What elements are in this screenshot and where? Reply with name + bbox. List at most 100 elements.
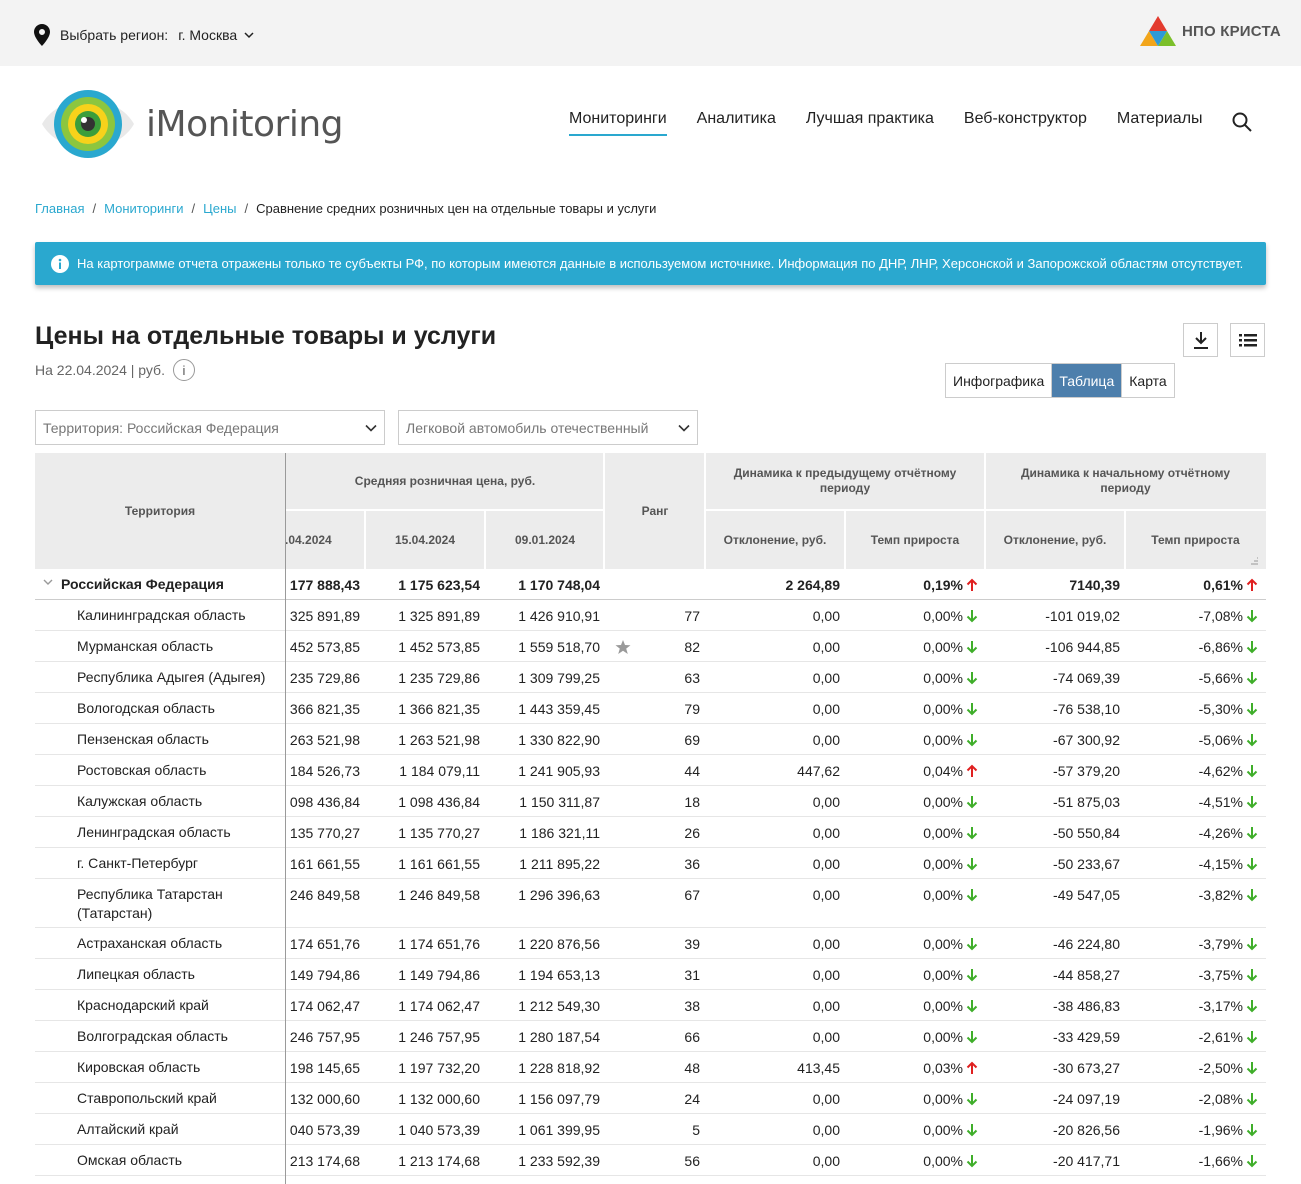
product-select[interactable]: Легковой автомобиль отечественный [398,410,698,445]
location-pin-icon [34,24,50,46]
cell-rank: 44 [684,763,700,779]
table-row[interactable]: Калининградская область 325 891,89 1 325 8… [35,600,1266,631]
table-row[interactable]: Ставропольский край 132 000,60 1 132 000,6… [35,1083,1266,1114]
cell-value: -5,30% [1198,701,1243,717]
header-date-1[interactable]: .04.2024 [285,532,332,547]
frozen-column-divider[interactable] [285,453,286,1184]
header-date-2[interactable]: 15.04.2024 [394,532,456,547]
row-values: 184 526,73 1 184 079,11 1 241 905,93 44 447,… [286,755,1266,786]
header-rate-start[interactable]: Темп прироста [1151,532,1240,547]
table-row[interactable]: Республика Татарстан (Татарстан) 246 849,… [35,879,1266,928]
cell-value: 66 [684,1029,700,1045]
arrow-up-icon [1246,578,1258,591]
table-row[interactable]: Мурманская область 452 573,85 1 452 573,85… [35,631,1266,662]
tab-table[interactable]: Таблица [1052,364,1123,397]
arrow-down-icon [966,1031,978,1044]
territory-name: Липецкая область [77,966,195,982]
cell-dev1: 0,00 [813,732,840,748]
breadcrumb-prices[interactable]: Цены [203,201,237,216]
table-row[interactable]: Ленинградская область 135 770,27 1 135 770… [35,817,1266,848]
cell-value: 1 197 732,20 [398,1060,480,1076]
cell-value: 0,00% [923,1091,963,1107]
table-row-total[interactable]: Российская Федерация 177 888,43 1 175 623,… [35,569,1266,600]
header-dev-prev[interactable]: Отклонение, руб. [723,532,827,547]
header-territory[interactable]: Территория [124,503,196,518]
table-row[interactable]: Пензенская область 263 521,98 1 263 521,98… [35,724,1266,755]
search-icon[interactable] [1232,112,1252,132]
cell-value: 1 156 097,79 [518,1091,600,1107]
breadcrumb-monitorings[interactable]: Мониторинги [104,201,184,216]
table-row[interactable]: Омская область 213 174,68 1 213 174,68 1 23… [35,1145,1266,1176]
nav-materials[interactable]: Материалы [1116,110,1203,127]
arrow-down-icon [966,1124,978,1137]
menu-button[interactable] [1230,323,1265,357]
territory-name: г. Санкт-Петербург [77,855,198,871]
table-row[interactable]: Ростовская область 184 526,73 1 184 079,11… [35,755,1266,786]
cell-value: 0,00 [812,794,840,810]
cell-rate1: 0,00% [923,1153,978,1169]
territory-select[interactable]: Территория: Российская Федерация [35,410,385,445]
cell-value: -44 858,27 [1053,967,1120,983]
tab-infographic[interactable]: Инфографика [946,364,1053,397]
table-row[interactable]: Республика Адыгея (Адыгея) 235 729,86 1 23… [35,662,1266,693]
cell-value: 177 888,43 [289,577,360,593]
arrow-up-icon [966,1061,978,1074]
header-rate-prev[interactable]: Темп прироста [870,532,960,547]
arrow-down-icon [966,938,978,951]
download-icon [1193,332,1208,349]
cell-d2: 1 135 770,27 [398,825,480,841]
cell-value: 39 [684,936,700,952]
cell-d1: 135 770,27 [290,825,360,841]
row-values: 177 888,43 1 175 623,54 1 170 748,04 2 264,… [286,569,1266,600]
tab-map[interactable]: Карта [1129,372,1167,389]
table-row[interactable]: Астраханская область 174 651,76 1 174 651,… [35,928,1266,959]
cell-d1: 040 573,39 [290,1122,360,1138]
cell-value: -3,82% [1198,887,1243,903]
header-avg-price: Средняя розничная цена, руб. [354,473,536,488]
table-row[interactable]: Волгоградская область 246 757,95 1 246 757… [35,1021,1266,1052]
cell-d2: 1 174 062,47 [398,998,480,1014]
row-values: 161 661,55 1 161 661,55 1 211 895,22 36 0,00… [286,848,1266,879]
table-row[interactable]: Липецкая область 149 794,86 1 149 794,86 1 … [35,959,1266,990]
arrow-up-icon [966,764,978,777]
cell-value: 0,00% [923,887,963,903]
nav-analytics[interactable]: Аналитика [696,110,776,127]
info-circle-icon[interactable]: i [172,359,195,381]
nav-monitorings[interactable]: Мониторинги [569,110,667,136]
npo-krista-logo[interactable]: НПО КРИСТА [1140,14,1281,48]
cell-value: 36 [684,856,700,872]
arrow-down-icon [1246,1000,1258,1013]
nav-best-practice[interactable]: Лучшая практика [805,110,934,127]
arrow-down-icon [1246,641,1258,654]
table-row[interactable]: Краснодарский край 174 062,47 1 174 062,47… [35,990,1266,1021]
header-dev-start[interactable]: Отклонение, руб. [1003,532,1107,547]
table-row[interactable]: Вологодская область 366 821,35 1 366 821,3… [35,693,1266,724]
header-date-3[interactable]: 09.01.2024 [514,532,576,547]
region-value[interactable]: г. Москва [178,27,238,43]
collapse-chevron-icon[interactable] [42,576,54,588]
cell-value: -50 233,67 [1053,856,1120,872]
region-selector[interactable]: Выбрать регион: г. Москва [34,24,255,46]
download-button[interactable] [1183,323,1218,357]
table-row[interactable]: Алтайский край 040 573,39 1 040 573,39 1 06… [35,1114,1266,1145]
cell-d1: 452 573,85 [290,639,360,655]
breadcrumb-home[interactable]: Главная [35,201,85,216]
cell-d1: 235 729,86 [290,670,360,686]
chevron-down-icon[interactable] [243,29,255,41]
resize-handle-icon[interactable] [1249,555,1259,565]
nav-web-constructor[interactable]: Веб-конструктор [963,110,1087,127]
imonitoring-logo[interactable]: iMonitoring [40,86,344,162]
table-row[interactable]: Калужская область 098 436,84 1 098 436,84 1… [35,786,1266,817]
cell-value: 1 280 187,54 [518,1029,600,1045]
territory-name: Ростовская область [77,762,207,778]
cell-dev1: 0,00 [813,936,840,952]
cell-value: 0,00 [812,825,840,841]
table-row[interactable]: Кировская область 198 145,65 1 197 732,20 1… [35,1052,1266,1083]
cell-dev2: -101 019,02 [1045,608,1120,624]
header-rank[interactable]: Ранг [641,503,669,518]
cell-value: -49 547,05 [1053,887,1120,903]
table-row[interactable]: г. Санкт-Петербург 161 661,55 1 161 661,55… [35,848,1266,879]
cell-dev2: -50 550,84 [1053,825,1120,841]
cell-value: 0,00 [812,639,840,655]
cell-value: 7140,39 [1069,577,1120,593]
